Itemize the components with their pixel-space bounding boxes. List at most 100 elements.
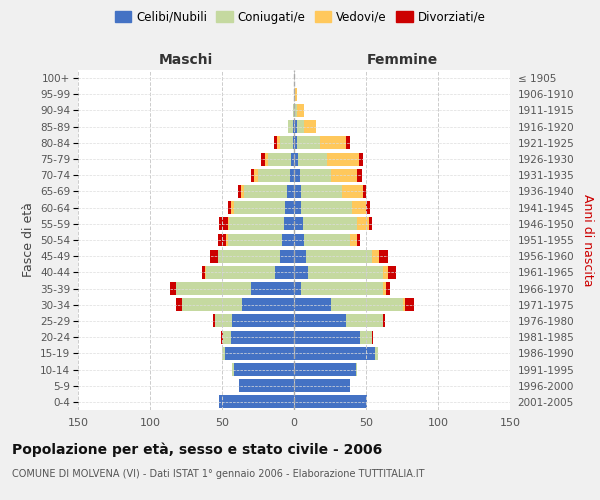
Bar [294,234,304,246]
Bar [358,234,360,246]
Bar [374,347,377,360]
Bar [301,201,352,214]
Bar [308,266,383,279]
Bar [219,396,294,408]
Bar [218,250,280,262]
Bar [219,218,228,230]
Text: Popolazione per età, sesso e stato civile - 2006: Popolazione per età, sesso e stato civil… [12,442,382,457]
Bar [233,363,294,376]
Text: COMUNE DI MOLVENA (VI) - Dati ISTAT 1° gennaio 2006 - Elaborazione TUTTITALIA.IT: COMUNE DI MOLVENA (VI) - Dati ISTAT 1° g… [12,469,425,479]
Bar [286,201,294,214]
Text: Femmine: Femmine [367,53,437,67]
Bar [369,218,372,230]
Bar [288,120,293,133]
Bar [251,169,254,181]
Bar [202,266,205,279]
Bar [205,266,206,279]
Bar [294,282,301,295]
Bar [215,314,232,328]
Bar [294,88,295,101]
Bar [300,169,331,181]
Bar [388,266,396,279]
Bar [280,250,294,262]
Bar [232,363,233,376]
Bar [254,169,258,181]
Bar [232,314,294,328]
Bar [277,136,280,149]
Bar [176,282,251,295]
Bar [293,104,294,117]
Bar [226,234,228,246]
Bar [403,298,405,311]
Bar [346,314,383,328]
Bar [379,250,388,262]
Bar [331,169,358,181]
Bar [206,266,275,279]
Bar [358,218,369,230]
Bar [290,169,294,181]
Text: Maschi: Maschi [159,53,213,67]
Bar [239,379,294,392]
Bar [294,347,374,360]
Bar [294,266,308,279]
Bar [268,152,291,166]
Bar [304,234,350,246]
Bar [372,330,373,344]
Bar [230,201,233,214]
Bar [383,314,385,328]
Bar [372,250,379,262]
Bar [363,185,366,198]
Bar [218,234,226,246]
Bar [221,330,223,344]
Bar [294,152,298,166]
Bar [238,185,241,198]
Bar [383,266,388,279]
Bar [294,120,297,133]
Bar [295,104,297,117]
Bar [242,298,294,311]
Bar [214,314,215,328]
Bar [251,282,294,295]
Bar [291,152,294,166]
Bar [211,250,218,262]
Bar [284,218,294,230]
Bar [294,104,295,117]
Bar [241,185,244,198]
Bar [294,136,297,149]
Bar [320,136,346,149]
Bar [293,136,294,149]
Bar [350,234,358,246]
Bar [383,282,386,295]
Bar [228,218,229,230]
Bar [297,120,304,133]
Bar [294,298,331,311]
Bar [265,152,268,166]
Bar [233,201,286,214]
Bar [258,169,290,181]
Y-axis label: Anni di nascita: Anni di nascita [581,194,594,286]
Bar [305,250,372,262]
Bar [283,234,294,246]
Bar [301,185,341,198]
Bar [294,218,302,230]
Bar [356,363,358,376]
Bar [294,201,301,214]
Bar [170,282,176,295]
Bar [293,120,294,133]
Bar [225,347,294,360]
Y-axis label: Fasce di età: Fasce di età [22,202,35,278]
Bar [294,169,300,181]
Bar [327,152,359,166]
Bar [295,88,297,101]
Bar [297,104,304,117]
Bar [302,218,358,230]
Bar [244,185,287,198]
Bar [223,330,230,344]
Bar [287,185,294,198]
Bar [341,185,363,198]
Bar [366,201,370,214]
Bar [331,298,403,311]
Bar [294,396,367,408]
Bar [294,330,360,344]
Bar [228,234,283,246]
